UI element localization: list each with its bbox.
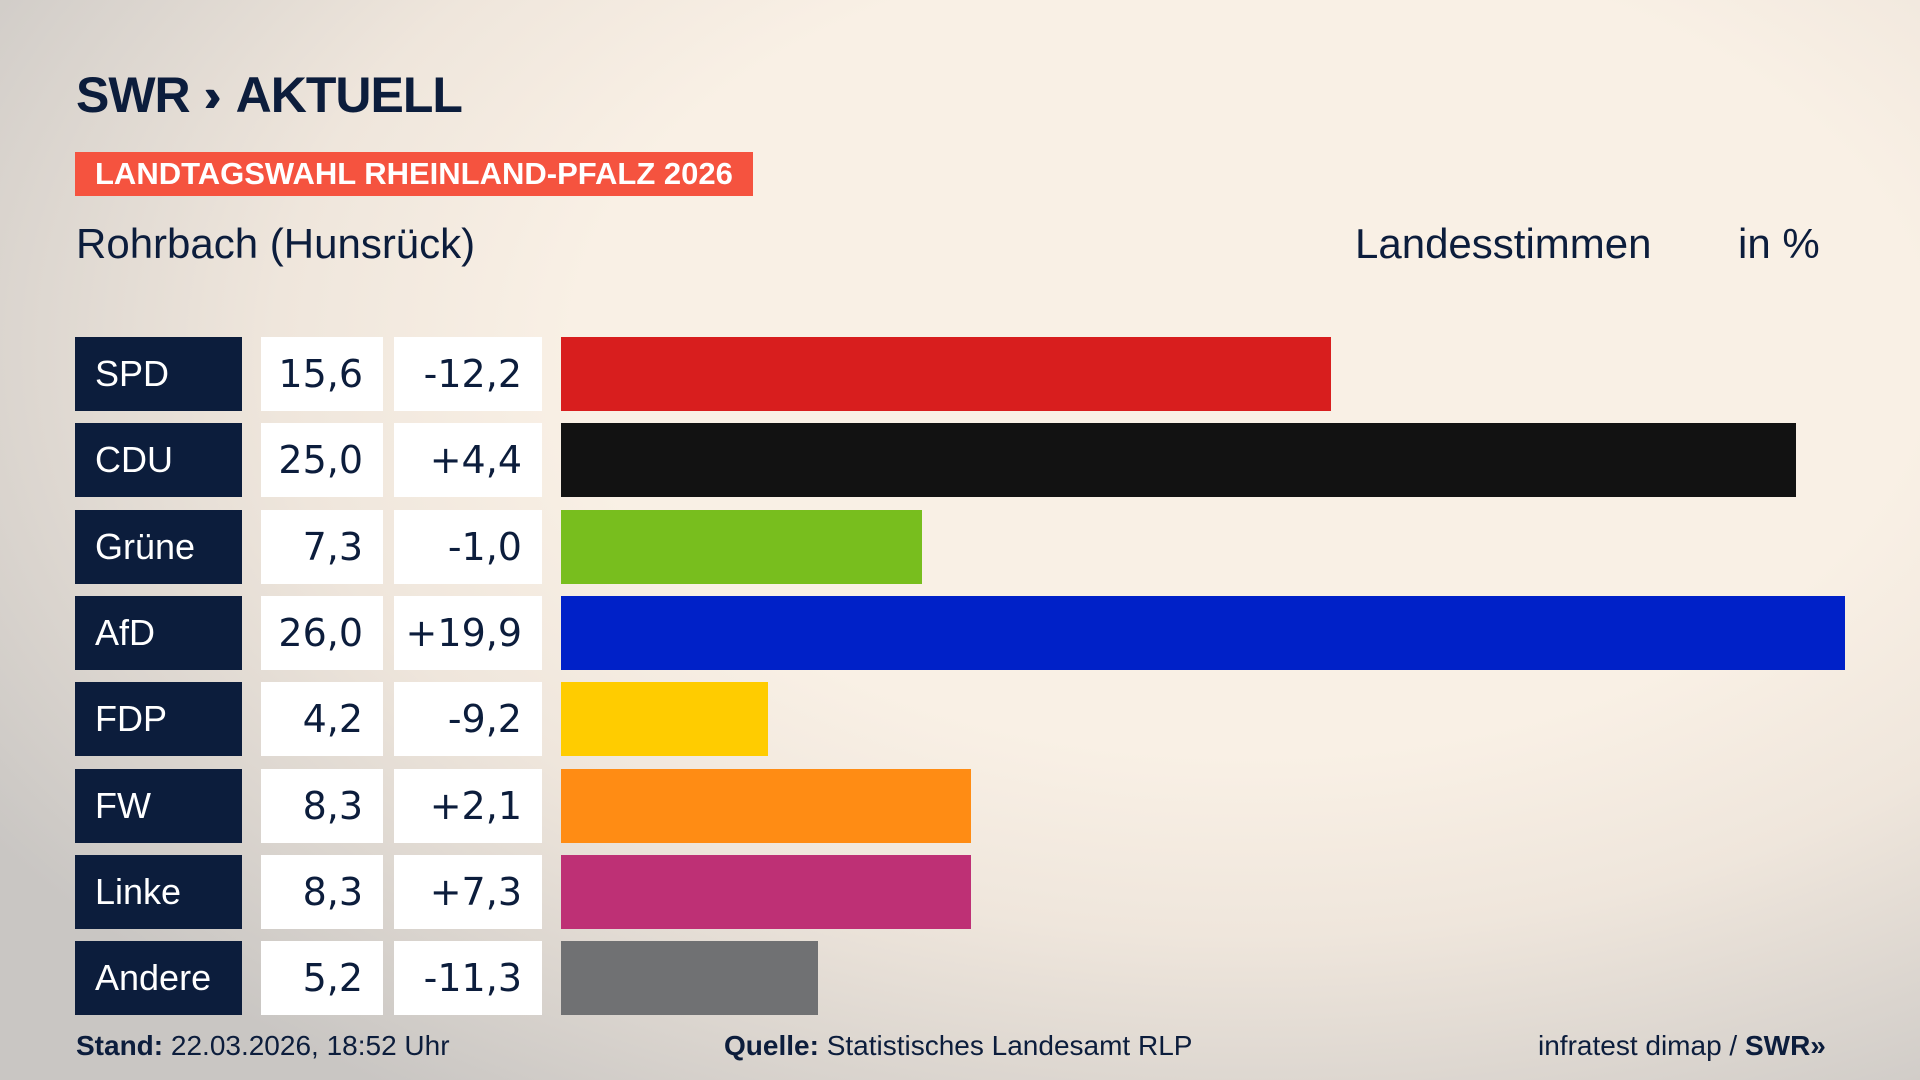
result-row-grüne: Grüne 7,3 -1,0 bbox=[75, 509, 1875, 584]
footer-source: Quelle: Statistisches Landesamt RLP bbox=[724, 1030, 1192, 1062]
diff-label: -11,3 bbox=[394, 941, 542, 1016]
value-label: 25,0 bbox=[261, 423, 383, 498]
result-row-linke: Linke 8,3 +7,3 bbox=[75, 854, 1875, 929]
party-label: SPD bbox=[75, 337, 242, 411]
party-label: CDU bbox=[75, 423, 242, 498]
diff-label: +2,1 bbox=[394, 768, 542, 843]
diff-label: +4,4 bbox=[394, 423, 542, 498]
result-row-afd: AfD 26,0 +19,9 bbox=[75, 595, 1875, 670]
value-label: 5,2 bbox=[261, 941, 383, 1016]
stand-label: Stand: bbox=[76, 1030, 164, 1061]
diff-label: -12,2 bbox=[394, 337, 542, 411]
value-label: 4,2 bbox=[261, 682, 383, 757]
diff-label: -9,2 bbox=[394, 682, 542, 757]
result-row-spd: SPD 15,6 -12,2 bbox=[75, 337, 1875, 411]
diff-label: -1,0 bbox=[394, 509, 542, 584]
location-title: Rohrbach (Hunsrück) bbox=[76, 220, 476, 267]
value-label: 7,3 bbox=[261, 509, 383, 584]
party-label: Andere bbox=[75, 941, 242, 1016]
party-label: Linke bbox=[75, 854, 242, 929]
election-banner: LANDTAGSWAHL RHEINLAND-PFALZ 2026 bbox=[75, 152, 753, 196]
swr-aktuell-logo: SWR ››› AKTUELL bbox=[76, 66, 463, 124]
footer-stand: Stand: 22.03.2026, 18:52 Uhr bbox=[76, 1030, 450, 1062]
result-row-fdp: FDP 4,2 -9,2 bbox=[75, 682, 1875, 757]
vote-type-label: Landesstimmen bbox=[1355, 220, 1652, 267]
value-label: 8,3 bbox=[261, 768, 383, 843]
chevrons-icon: ››› bbox=[203, 69, 222, 121]
logo-brand: SWR bbox=[76, 67, 191, 123]
source-label: Quelle: bbox=[724, 1030, 819, 1061]
source-value: Statistisches Landesamt RLP bbox=[826, 1030, 1193, 1061]
footer-credit: infratest dimap / SWR» bbox=[1538, 1030, 1826, 1062]
bar-fw bbox=[561, 768, 971, 843]
result-row-andere: Andere 5,2 -11,3 bbox=[75, 941, 1875, 1016]
result-row-cdu: CDU 25,0 +4,4 bbox=[75, 423, 1875, 498]
bar-andere bbox=[561, 941, 818, 1016]
credit-text: infratest dimap / bbox=[1538, 1030, 1738, 1061]
unit-label: in % bbox=[1738, 220, 1820, 267]
diff-label: +7,3 bbox=[394, 854, 542, 929]
value-label: 15,6 bbox=[261, 337, 383, 411]
stand-value: 22.03.2026, 18:52 Uhr bbox=[170, 1030, 450, 1061]
party-label: AfD bbox=[75, 595, 242, 670]
result-row-fw: FW 8,3 +2,1 bbox=[75, 768, 1875, 843]
logo-name: AKTUELL bbox=[235, 67, 463, 123]
bar-afd bbox=[561, 595, 1845, 670]
value-label: 26,0 bbox=[261, 595, 383, 670]
credit-brand: SWR» bbox=[1744, 1030, 1826, 1061]
party-label: FDP bbox=[75, 682, 242, 757]
diff-label: +19,9 bbox=[394, 595, 542, 670]
value-label: 8,3 bbox=[261, 854, 383, 929]
party-label: Grüne bbox=[75, 509, 242, 584]
bar-fdp bbox=[561, 682, 769, 757]
bar-cdu bbox=[561, 423, 1796, 498]
bar-grüne bbox=[561, 509, 922, 584]
party-label: FW bbox=[75, 768, 242, 843]
bar-spd bbox=[561, 337, 1332, 411]
bar-linke bbox=[561, 854, 971, 929]
